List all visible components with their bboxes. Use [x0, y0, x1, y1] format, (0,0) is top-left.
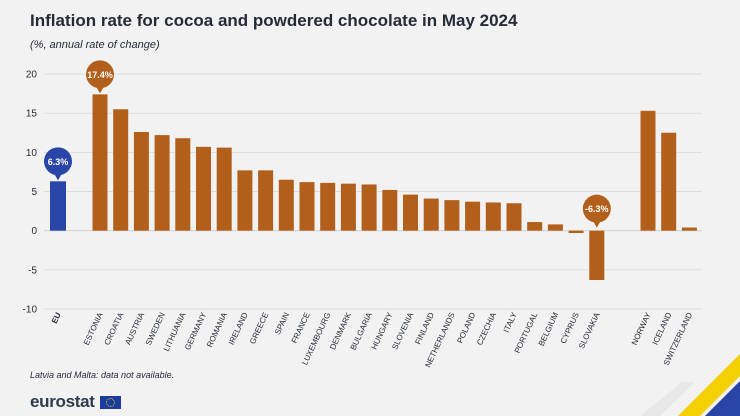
x-tick-label: CYPRUS	[559, 311, 581, 345]
bar-croatia	[113, 109, 129, 231]
x-tick-label: BELGIUM	[537, 311, 561, 348]
y-tick-label: 0	[31, 226, 37, 237]
callout-pointer	[54, 173, 62, 181]
bar-bulgaria	[361, 184, 377, 231]
bar-slovakia	[589, 230, 605, 281]
bar-austria	[133, 131, 149, 231]
bar-eu	[50, 181, 66, 231]
bar-greece	[258, 170, 274, 231]
x-tick-label: FRANCE	[290, 311, 312, 345]
callout-label: 6.3%	[48, 157, 69, 167]
bar-hungary	[382, 189, 398, 231]
bar-denmark	[340, 183, 356, 231]
callout-pointer	[96, 86, 104, 94]
callout-pointer	[592, 220, 601, 228]
x-tick-label: SLOVENIA	[390, 310, 415, 351]
x-tick-label: SWEDEN	[144, 311, 167, 347]
callout-label: 17.4%	[87, 70, 113, 80]
x-tick-label: POLAND	[455, 311, 477, 345]
y-tick-label: -10	[23, 305, 38, 316]
bar-norway	[640, 110, 656, 231]
bar-portugal	[527, 222, 543, 231]
bar-slovenia	[403, 194, 418, 231]
x-tick-label: NORWAY	[630, 310, 653, 346]
bar-netherlands	[444, 200, 460, 231]
y-tick-label: 20	[26, 70, 38, 81]
x-tick-label: CROATIA	[103, 310, 126, 346]
bar-czechia	[485, 202, 501, 231]
x-tick-label: EU	[50, 311, 63, 325]
x-tick-label: SLOVAKIA	[577, 310, 602, 350]
bar-iceland	[661, 132, 677, 231]
bar-estonia	[92, 94, 108, 231]
y-tick-label: -5	[28, 265, 37, 276]
bar-finland	[423, 198, 439, 231]
y-tick-label: 5	[31, 187, 37, 198]
bar-france	[299, 182, 315, 231]
bar-germany	[196, 146, 211, 231]
y-tick-label: 10	[26, 148, 38, 159]
callout-bubble	[44, 147, 72, 176]
x-tick-label: FINLAND	[413, 311, 436, 346]
bar-belgium	[547, 224, 563, 231]
footnote: Latvia and Malta: data not available.	[30, 370, 175, 380]
bar-cyprus	[568, 230, 584, 234]
chart-subtitle: (%, annual rate of change)	[30, 39, 160, 51]
corner-decoration	[640, 354, 740, 416]
bar-switzerland	[681, 227, 697, 231]
callout-bubble	[582, 194, 611, 223]
callout-bubble	[86, 60, 114, 89]
chart-title: Inflation rate for cocoa and powdered ch…	[30, 11, 518, 30]
bar-spain	[278, 179, 294, 231]
yellow-stripe	[678, 354, 740, 416]
bar-sweden	[154, 135, 170, 231]
eu-flag-icon	[99, 395, 121, 409]
blue-stripe	[705, 381, 740, 416]
x-tick-label: SPAIN	[273, 311, 291, 336]
bar-poland	[465, 201, 481, 231]
eurostat-logo: eurostat	[30, 392, 121, 412]
x-tick-label: ICELAND	[651, 311, 674, 346]
x-tick-label: ITALY	[502, 310, 519, 333]
bar-italy	[506, 203, 522, 231]
x-tick-label: ESTONIA	[82, 310, 105, 346]
x-tick-label: CZECHIA	[475, 310, 498, 346]
x-tick-label: GREECE	[248, 311, 270, 345]
eurostat-wordmark: eurostat	[30, 392, 95, 411]
bar-luxembourg	[320, 182, 336, 231]
bar-romania	[216, 147, 232, 231]
bar-ireland	[237, 170, 253, 231]
x-tick-label: IRELAND	[227, 311, 250, 346]
grey-stripe	[640, 382, 695, 416]
x-tick-label: AUSTRIA	[123, 310, 146, 346]
callout-label: -6.3%	[585, 204, 609, 214]
y-tick-label: 15	[26, 109, 38, 120]
bar-lithuania	[175, 138, 191, 231]
